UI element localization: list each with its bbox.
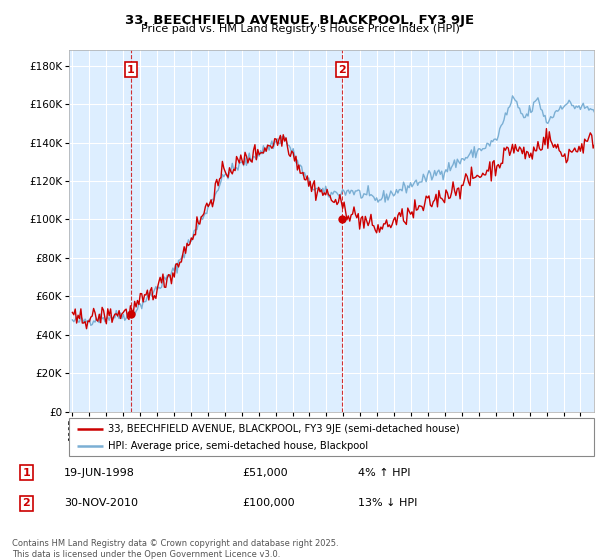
Text: 1: 1 — [23, 468, 30, 478]
Text: Price paid vs. HM Land Registry's House Price Index (HPI): Price paid vs. HM Land Registry's House … — [140, 24, 460, 34]
Text: 33, BEECHFIELD AVENUE, BLACKPOOL, FY3 9JE: 33, BEECHFIELD AVENUE, BLACKPOOL, FY3 9J… — [125, 14, 475, 27]
Text: £51,000: £51,000 — [242, 468, 288, 478]
Text: 33, BEECHFIELD AVENUE, BLACKPOOL, FY3 9JE (semi-detached house): 33, BEECHFIELD AVENUE, BLACKPOOL, FY3 9J… — [109, 423, 460, 433]
Text: 19-JUN-1998: 19-JUN-1998 — [64, 468, 135, 478]
Text: 30-NOV-2010: 30-NOV-2010 — [64, 498, 138, 508]
Text: HPI: Average price, semi-detached house, Blackpool: HPI: Average price, semi-detached house,… — [109, 441, 368, 451]
Text: Contains HM Land Registry data © Crown copyright and database right 2025.
This d: Contains HM Land Registry data © Crown c… — [12, 539, 338, 559]
Text: 2: 2 — [23, 498, 30, 508]
Text: £100,000: £100,000 — [242, 498, 295, 508]
Text: 4% ↑ HPI: 4% ↑ HPI — [358, 468, 410, 478]
FancyBboxPatch shape — [69, 418, 594, 456]
Text: 2: 2 — [338, 64, 346, 74]
Text: 13% ↓ HPI: 13% ↓ HPI — [358, 498, 417, 508]
Text: 1: 1 — [127, 64, 135, 74]
